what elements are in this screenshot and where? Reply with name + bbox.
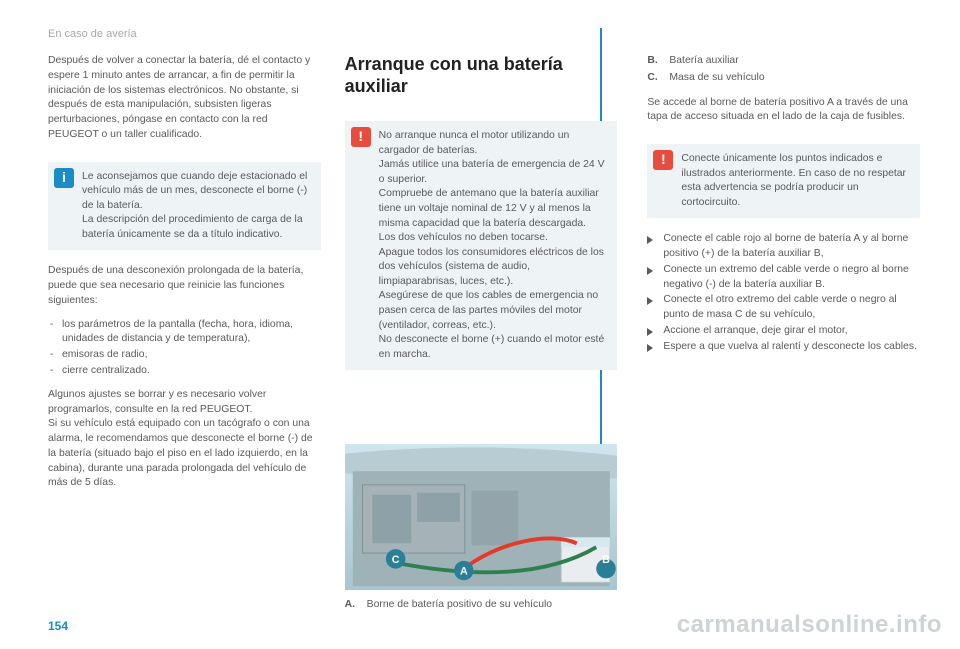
column-2: Arranque con una batería auxiliar ! No a… <box>345 54 618 615</box>
col3-step: Conecte un extremo del cable verde o neg… <box>647 263 920 293</box>
warn-callout-1-text: No arranque nunca el motor utilizando un… <box>379 129 608 362</box>
page-number: 154 <box>48 619 68 633</box>
warn-callout-2-text: Conecte únicamente los puntos indicados … <box>681 152 910 210</box>
section-header: En caso de avería <box>48 28 920 40</box>
def-val: Masa de su vehículo <box>669 71 920 86</box>
info-callout: i Le aconsejamos que cuando deje estacio… <box>48 162 321 251</box>
col1-bullets: los parámetros de la pantalla (fecha, ho… <box>48 318 321 380</box>
def-key: B. <box>647 54 669 69</box>
col3-step: Conecte el cable rojo al borne de baterí… <box>647 232 920 262</box>
column-1: Después de volver a conectar la batería,… <box>48 54 321 615</box>
caption-key: A. <box>345 598 367 613</box>
caption-val: Borne de batería positivo de su vehículo <box>367 598 618 613</box>
def-key: C. <box>647 71 669 86</box>
battery-diagram: C A B <box>345 442 618 592</box>
warn-callout-2: ! Conecte únicamente los puntos indicado… <box>647 144 920 218</box>
warn-callout-1: ! No arranque nunca el motor utilizando … <box>345 121 618 370</box>
col1-bullet: los parámetros de la pantalla (fecha, ho… <box>48 318 321 348</box>
col3-paragraph-1: Se accede al borne de batería positivo A… <box>647 96 920 126</box>
info-callout-text: Le aconsejamos que cuando deje estaciona… <box>82 170 311 243</box>
col1-paragraph-2: Después de una desconexión prolongada de… <box>48 264 321 308</box>
col1-paragraph-1: Después de volver a conectar la batería,… <box>48 54 321 143</box>
diagram-label-a: A <box>460 566 468 578</box>
diagram-label-b: B <box>602 554 610 566</box>
main-title: Arranque con una batería auxiliar <box>345 54 618 97</box>
watermark: carmanualsonline.info <box>677 611 942 639</box>
definitions: B. Batería auxiliar C. Masa de su vehícu… <box>647 54 920 88</box>
col3-step: Conecte el otro extremo del cable verde … <box>647 293 920 323</box>
col3-steps: Conecte el cable rojo al borne de baterí… <box>647 232 920 355</box>
figure-caption: A. Borne de batería positivo de su vehíc… <box>345 598 618 613</box>
info-icon: i <box>54 168 74 188</box>
page: En caso de avería Después de volver a co… <box>0 0 960 649</box>
def-row: B. Batería auxiliar <box>647 54 920 69</box>
warn-icon: ! <box>351 127 371 147</box>
def-row: C. Masa de su vehículo <box>647 71 920 86</box>
def-val: Batería auxiliar <box>669 54 920 69</box>
diagram-label-c: C <box>391 554 399 566</box>
col1-bullet: emisoras de radio, <box>48 348 321 363</box>
col1-paragraph-3: Algunos ajustes se borrar y es necesario… <box>48 388 321 491</box>
col1-bullet: cierre centralizado. <box>48 364 321 379</box>
col3-step: Espere a que vuelva al ralentí y descone… <box>647 340 920 355</box>
col3-step: Accione el arranque, deje girar el motor… <box>647 324 920 339</box>
warn-icon: ! <box>653 150 673 170</box>
column-3: B. Batería auxiliar C. Masa de su vehícu… <box>641 54 920 615</box>
columns: Después de volver a conectar la batería,… <box>48 54 920 615</box>
